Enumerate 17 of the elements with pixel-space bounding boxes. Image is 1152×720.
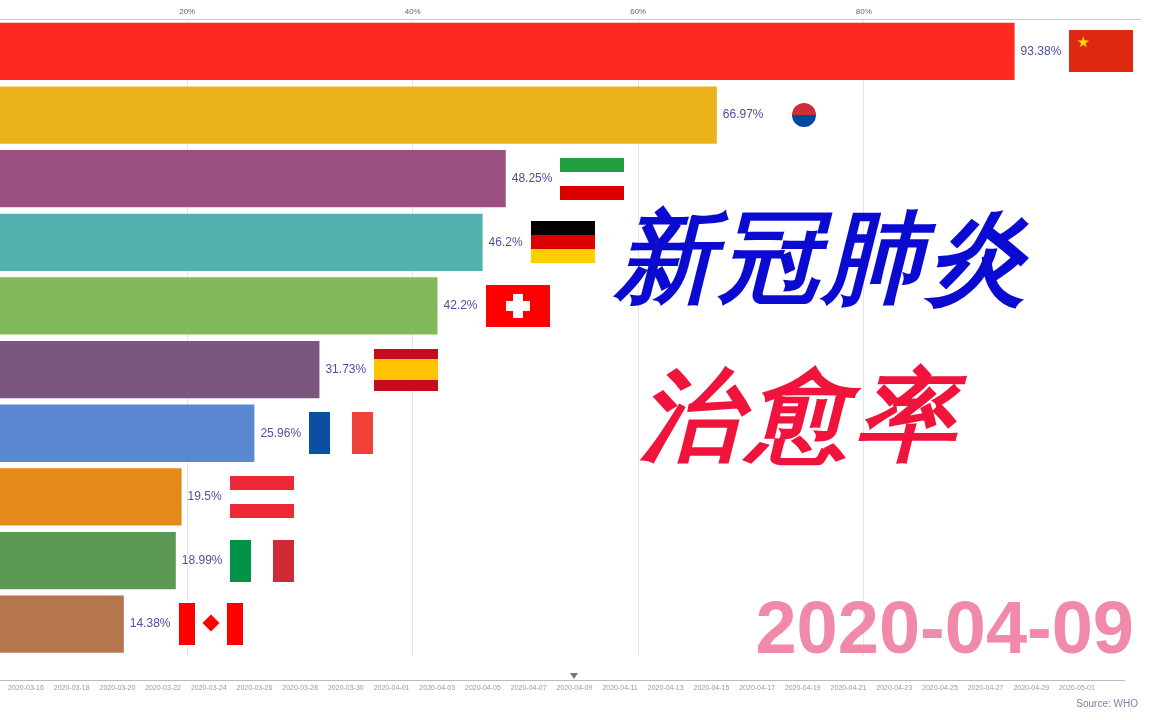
data-label: 66.97% [722,107,764,122]
data-label: 48.25% [511,171,553,186]
x-tick-label: 20% [179,7,196,16]
data-label: 14.38% [129,616,171,631]
x-tick-label: 40% [404,7,421,16]
data-label: 46.2% [488,234,523,249]
data-label: 19.5% [187,489,222,504]
annotation: 2020-04-09 [755,585,1134,670]
data-label: 25.96% [260,425,302,440]
data-label: 31.73% [325,361,367,376]
text: 新冠肺炎 [615,198,1031,318]
data-label: 93.38% [1020,43,1062,58]
x-tick-label: 60% [630,7,647,16]
data-label: 18.99% [181,552,223,567]
source-note: Source: WHO [1076,698,1138,709]
data-label: 42.2% [443,298,478,313]
x-tick-label: 80% [855,7,872,16]
